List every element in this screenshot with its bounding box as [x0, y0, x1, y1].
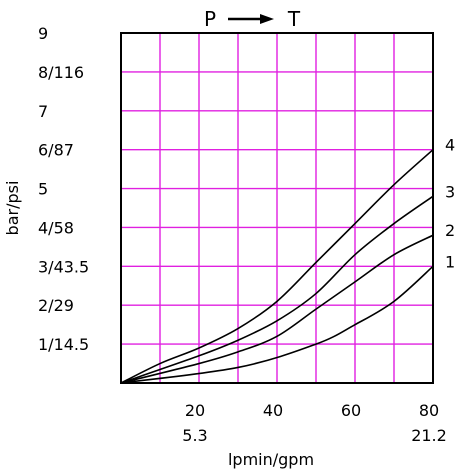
x-tick-label: 80 [419, 401, 439, 420]
curve-label-3: 3 [445, 182, 455, 201]
y-tick-label: 5 [38, 180, 48, 199]
y-tick-label: 9 [38, 24, 48, 43]
x-axis-label: lpmin/gpm [228, 450, 314, 469]
curve-labels: 1 2 3 4 [445, 136, 455, 272]
title-arrow-head [260, 14, 274, 24]
curve-2 [120, 234, 434, 384]
curve-label-2: 2 [445, 221, 455, 240]
title-from: P [204, 7, 216, 31]
x-tick-sublabel: 21.2 [411, 426, 447, 445]
x-tick-label: 20 [185, 401, 205, 420]
curves [120, 149, 434, 384]
y-tick-labels: 1/14.5 2/29 3/43.5 4/58 5 6/87 7 8/116 9 [38, 24, 89, 354]
plot-frame [120, 32, 434, 384]
curve-label-1: 1 [445, 252, 455, 271]
chart-title: P T [204, 7, 301, 31]
curve-label-4: 4 [445, 136, 455, 155]
x-tick-labels: 20 5.3 40 60 80 21.2 [182, 401, 447, 445]
curve-3 [120, 195, 434, 384]
curve-4 [120, 149, 434, 384]
y-tick-label: 8/116 [38, 63, 84, 82]
x-tick-label: 40 [263, 401, 283, 420]
y-tick-label: 1/14.5 [38, 335, 89, 354]
y-tick-label: 2/29 [38, 296, 74, 315]
title-to: T [287, 7, 301, 31]
curve-1 [120, 265, 434, 384]
y-tick-label: 4/58 [38, 218, 74, 237]
y-tick-label: 7 [38, 102, 48, 121]
y-tick-label: 3/43.5 [38, 257, 89, 276]
x-tick-label: 60 [341, 401, 361, 420]
y-tick-label: 6/87 [38, 141, 74, 160]
grid-lines [121, 33, 433, 383]
x-tick-sublabel: 5.3 [182, 426, 207, 445]
y-axis-label: bar/psi [3, 181, 22, 236]
